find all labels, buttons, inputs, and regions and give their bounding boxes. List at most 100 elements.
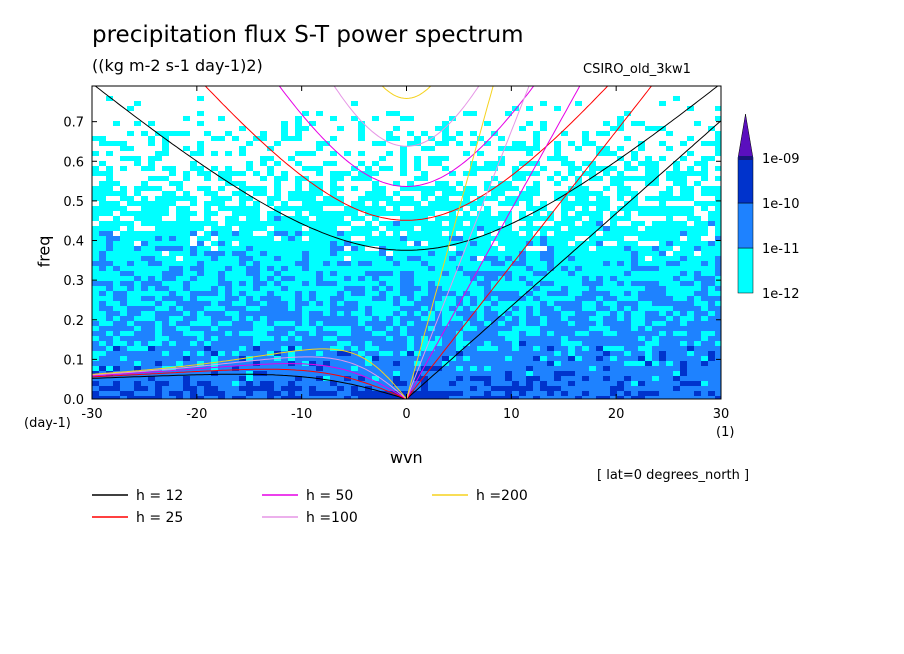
field-cell: [617, 251, 625, 257]
field-cell: [190, 91, 198, 97]
field-cell: [386, 191, 394, 197]
field-cell: [274, 216, 282, 222]
field-cell: [274, 236, 282, 242]
field-cell: [260, 171, 268, 177]
field-cell: [666, 326, 674, 332]
field-cell: [337, 271, 345, 277]
field-cell: [330, 161, 338, 167]
field-cell: [575, 311, 583, 317]
field-cell: [288, 146, 296, 152]
field-cell: [225, 301, 233, 307]
field-cell: [484, 116, 492, 122]
field-cell: [176, 271, 184, 277]
field-cell: [533, 86, 541, 92]
field-cell: [211, 161, 219, 167]
field-cell: [372, 91, 380, 97]
field-cell: [386, 106, 394, 112]
field-cell: [638, 356, 646, 362]
field-cell: [484, 321, 492, 327]
field-cell: [407, 351, 415, 357]
field-cell: [246, 211, 254, 217]
field-cell: [673, 326, 681, 332]
field-cell: [400, 271, 408, 277]
field-cell: [344, 241, 352, 247]
field-cell: [267, 106, 275, 112]
field-cell: [155, 356, 163, 362]
field-cell: [386, 146, 394, 152]
field-cell: [92, 246, 100, 252]
field-cell: [512, 191, 520, 197]
field-cell: [372, 206, 380, 212]
field-cell: [204, 181, 212, 187]
field-cell: [372, 151, 380, 157]
field-cell: [631, 356, 639, 362]
field-cell: [372, 236, 380, 242]
field-cell: [519, 311, 527, 317]
field-cell: [393, 176, 401, 182]
field-cell: [176, 121, 184, 127]
field-cell: [337, 91, 345, 97]
field-cell: [246, 221, 254, 227]
field-cell: [379, 126, 387, 132]
field-cell: [645, 161, 653, 167]
field-cell: [92, 211, 100, 217]
field-cell: [659, 266, 667, 272]
field-cell: [148, 181, 156, 187]
field-cell: [323, 206, 331, 212]
field-cell: [498, 166, 506, 172]
field-cell: [512, 341, 520, 347]
field-cell: [302, 316, 310, 322]
field-cell: [421, 281, 429, 287]
field-cell: [519, 261, 527, 267]
field-cell: [92, 181, 100, 187]
field-cell: [463, 91, 471, 97]
field-cell: [155, 251, 163, 257]
field-cell: [526, 251, 534, 257]
field-cell: [120, 331, 128, 337]
field-cell: [113, 276, 121, 282]
field-cell: [113, 331, 121, 337]
field-cell: [155, 361, 163, 367]
field-cell: [274, 111, 282, 117]
field-cell: [414, 136, 422, 142]
field-cell: [386, 226, 394, 232]
field-cell: [442, 341, 450, 347]
field-cell: [246, 316, 254, 322]
field-cell: [659, 286, 667, 292]
field-cell: [568, 106, 576, 112]
field-cell: [526, 231, 534, 237]
field-cell: [183, 301, 191, 307]
field-cell: [498, 106, 506, 112]
field-cell: [358, 116, 366, 122]
field-cell: [652, 286, 660, 292]
field-cell: [505, 91, 513, 97]
field-cell: [435, 86, 443, 92]
field-cell: [554, 211, 562, 217]
field-cell: [533, 181, 541, 187]
field-cell: [92, 186, 100, 192]
field-cell: [288, 221, 296, 227]
field-cell: [624, 296, 632, 302]
field-cell: [183, 96, 191, 102]
field-cell: [232, 271, 240, 277]
field-cell: [253, 226, 261, 232]
field-cell: [225, 346, 233, 352]
field-cell: [127, 306, 135, 312]
field-cell: [106, 311, 114, 317]
field-cell: [512, 206, 520, 212]
field-cell: [491, 266, 499, 272]
field-cell: [246, 321, 254, 327]
field-cell: [673, 221, 681, 227]
field-cell: [414, 236, 422, 242]
field-cell: [624, 106, 632, 112]
field-cell: [260, 121, 268, 127]
field-cell: [701, 171, 709, 177]
field-cell: [540, 321, 548, 327]
field-cell: [99, 101, 107, 107]
field-cell: [106, 231, 114, 237]
field-cell: [491, 121, 499, 127]
field-cell: [323, 271, 331, 277]
field-cell: [316, 96, 324, 102]
field-cell: [358, 276, 366, 282]
field-cell: [379, 181, 387, 187]
